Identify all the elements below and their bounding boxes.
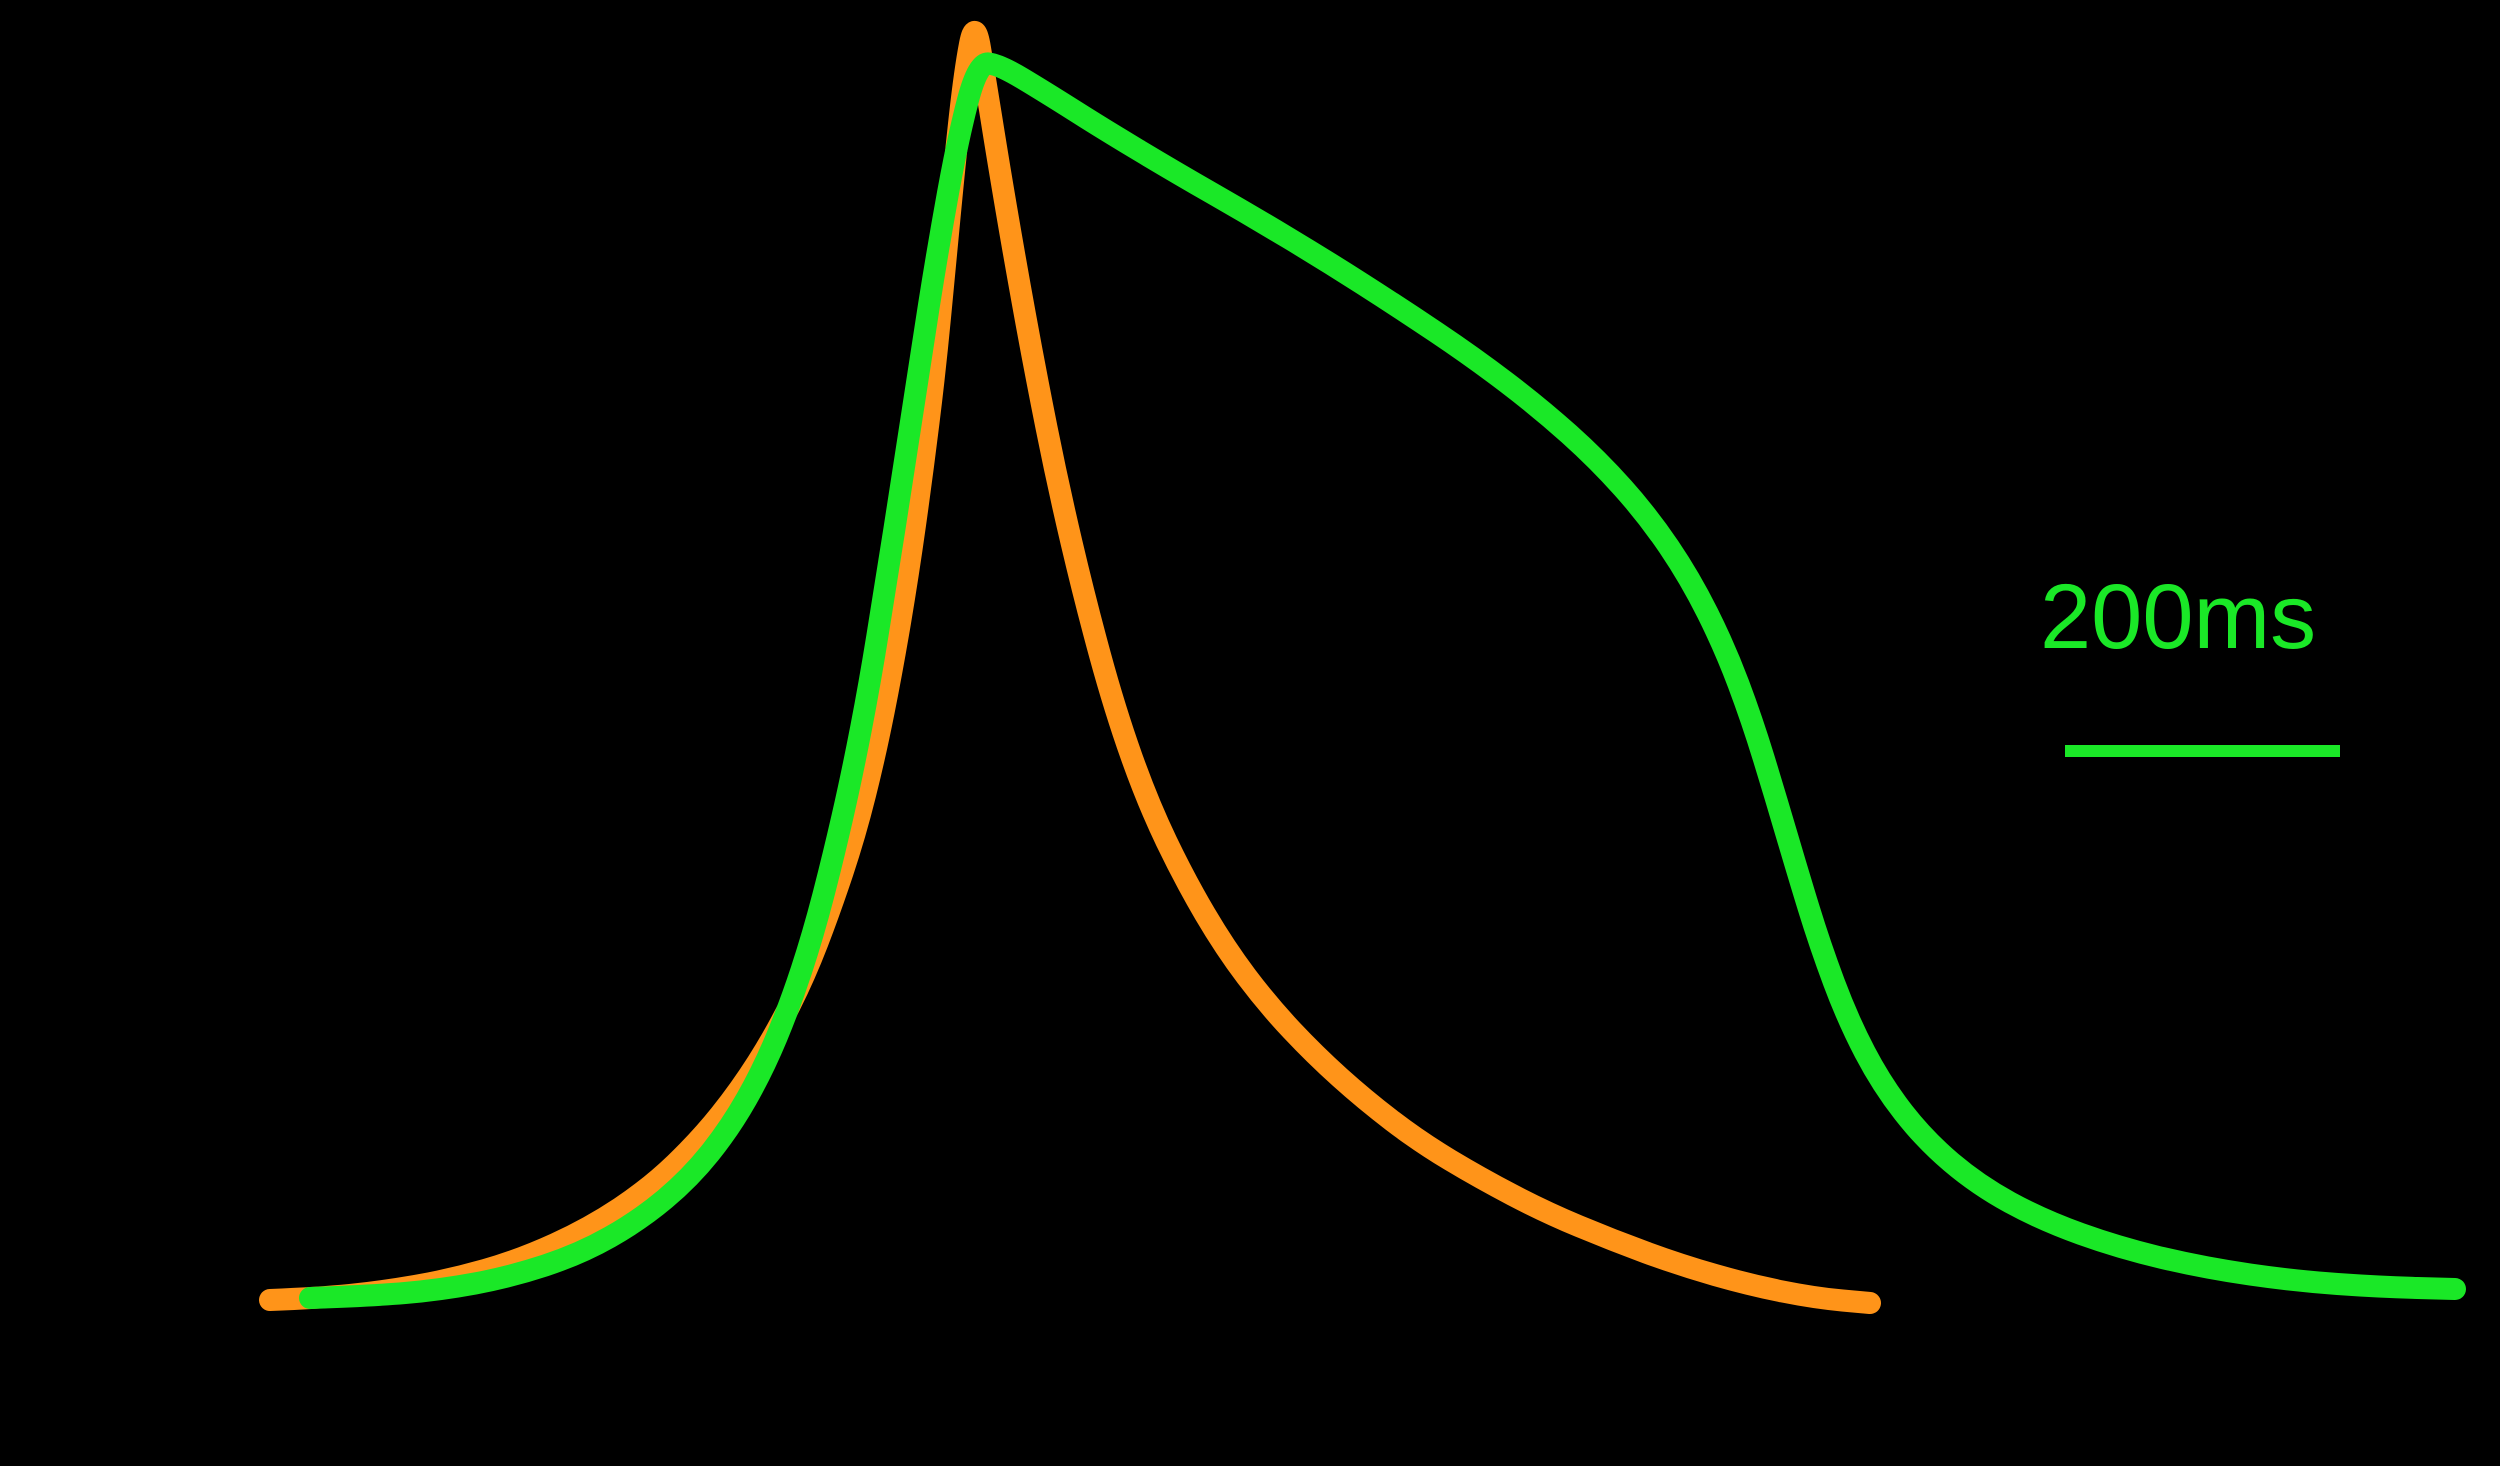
action-potential-chart bbox=[0, 0, 2500, 1461]
orange-curve bbox=[270, 32, 1870, 1303]
scale-bar-line bbox=[2065, 745, 2340, 757]
scale-bar-label: 200ms bbox=[2040, 565, 2316, 670]
chart-svg bbox=[0, 0, 2500, 1461]
